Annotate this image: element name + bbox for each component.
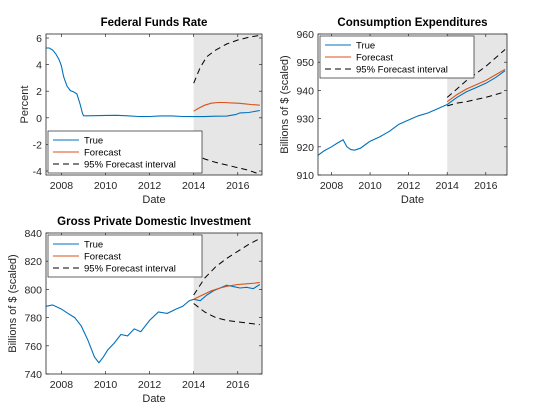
chart-2: 2008 2010 2012 2014 2016 910 920 930 940 950 960 Co… — [279, 17, 508, 206]
y-tick-label: 760 — [24, 341, 42, 353]
true-series-line — [317, 70, 506, 156]
y-tick-label: 740 — [24, 369, 42, 381]
forecast-series-line — [446, 68, 506, 103]
y-tick-label: 960 — [296, 29, 314, 41]
true-series-line — [46, 47, 260, 118]
y-tick-label: 2 — [36, 86, 42, 98]
x-axis-label: Date — [401, 194, 424, 206]
x-tick-label: 2010 — [94, 180, 118, 192]
legend-label: 95% Forecast interval — [356, 65, 448, 76]
y-tick-label: 0 — [36, 113, 42, 125]
legend-label: 95% Forecast interval — [84, 160, 176, 171]
forecast-interval-line — [193, 153, 260, 175]
x-axis-label: Date — [142, 393, 165, 405]
forecast-interval-line — [193, 238, 261, 296]
x-tick-label: 2016 — [474, 180, 498, 192]
legend-label: Forecast — [84, 252, 121, 263]
y-tick-label: 800 — [24, 284, 42, 296]
chart-title: Federal Funds Rate — [101, 17, 208, 29]
x-tick-label: 2012 — [397, 180, 421, 192]
legend-label: True — [84, 240, 103, 251]
x-tick-label: 2016 — [226, 180, 250, 192]
forecast-interval-line — [446, 49, 506, 98]
axes-frame — [317, 33, 508, 176]
x-tick-label: 2008 — [50, 379, 74, 391]
forecast-series-line — [193, 281, 260, 300]
y-tick-label: -4 — [33, 166, 42, 178]
forecast-region — [193, 233, 262, 374]
x-tick-label: 2012 — [138, 379, 162, 391]
x-axis-label: Date — [142, 194, 165, 206]
y-tick-label: 4 — [36, 60, 42, 72]
legend-label: 95% Forecast interval — [84, 264, 176, 275]
y-tick-label: 920 — [296, 142, 314, 154]
x-tick-label: 2014 — [182, 180, 206, 192]
forecast-series-line — [193, 101, 260, 112]
chart-1: 2008 2010 2012 2014 2016 -4 -2 0 2 4 6 Federal Fund… — [19, 17, 263, 206]
axes-frame — [45, 232, 263, 375]
forecast-interval-line — [193, 303, 260, 326]
y-tick-label: 780 — [24, 313, 42, 325]
x-tick-label: 2008 — [320, 180, 344, 192]
chart-3: 2008 2010 2012 2014 2016 740 760 780 800 820 840 Gr… — [7, 216, 263, 405]
y-tick-label: 940 — [296, 85, 314, 97]
x-tick-label: 2010 — [358, 180, 382, 192]
y-tick-label: 950 — [296, 57, 314, 69]
chart-title: Consumption Expenditures — [337, 17, 487, 29]
y-axis-label: Billions of $ (scaled) — [279, 55, 291, 153]
x-tick-label: 2014 — [436, 180, 460, 192]
x-tick-label: 2012 — [138, 180, 162, 192]
y-tick-label: 910 — [296, 170, 314, 182]
y-tick-label: 840 — [24, 228, 42, 240]
forecast-interval-line — [193, 34, 260, 84]
legend-label: Forecast — [356, 53, 393, 64]
y-axis-label: Percent — [19, 86, 31, 124]
y-tick-label: 930 — [296, 114, 314, 126]
true-series-line — [45, 284, 261, 364]
y-tick-label: 6 — [36, 33, 42, 45]
axes-frame — [45, 33, 263, 176]
x-tick-label: 2008 — [50, 180, 74, 192]
x-tick-label: 2014 — [182, 379, 206, 391]
legend-label: Forecast — [84, 148, 121, 159]
x-tick-label: 2010 — [94, 379, 118, 391]
x-tick-label: 2016 — [226, 379, 250, 391]
legend-label: True — [84, 136, 103, 147]
y-tick-label: 820 — [24, 256, 42, 268]
forecast-interval-line — [447, 91, 506, 107]
chart-title: Gross Private Domestic Investment — [57, 216, 251, 228]
y-tick-label: -2 — [33, 139, 42, 151]
y-axis-label: Billions of $ (scaled) — [7, 254, 19, 352]
legend-label: True — [356, 41, 375, 52]
